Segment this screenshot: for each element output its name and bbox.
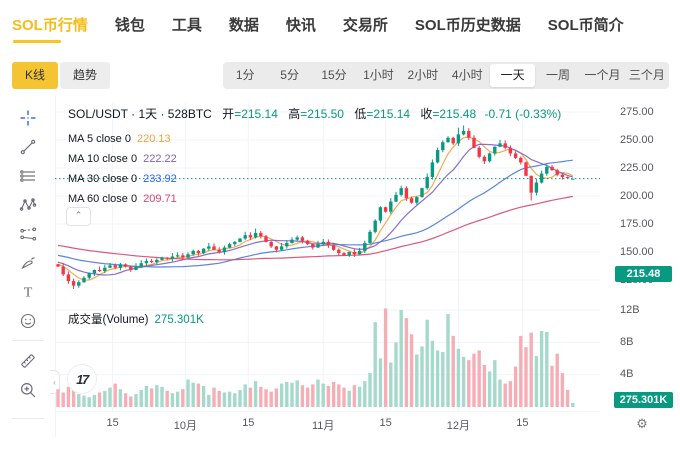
timeframe-5min[interactable]: 5分	[280, 68, 299, 82]
toolbar-collapse-handle[interactable]: ‹	[50, 370, 60, 394]
timeframe-1day[interactable]: 一天	[490, 64, 535, 87]
price-axis-label: 175.00	[620, 217, 654, 230]
price-axis-label: 225.00	[620, 161, 654, 174]
timeframe-1min[interactable]: 1分	[235, 68, 255, 82]
time-axis-label: 10月	[173, 420, 198, 432]
emoji-icon[interactable]	[0, 306, 55, 335]
timeframe-4hour[interactable]: 4小时	[451, 68, 483, 82]
brush-icon[interactable]	[0, 248, 55, 277]
time-axis-label: 15	[516, 417, 529, 429]
drawing-toolbar: T	[0, 95, 56, 437]
nav-item-tools[interactable]: 工具	[171, 17, 202, 34]
current-price-badge: 215.48	[615, 266, 672, 282]
crosshair-icon[interactable]	[0, 103, 55, 132]
time-axis-label: 15	[379, 417, 392, 429]
horizontal-lines-icon[interactable]	[0, 161, 55, 190]
price-axis-label: 250.00	[620, 133, 654, 146]
toolbar-divider	[11, 340, 44, 341]
price-axis-label: 8B	[620, 335, 634, 348]
price-axis-label: 4B	[620, 368, 634, 381]
tradingview-logo[interactable]: 17	[68, 365, 96, 393]
time-axis[interactable]: 15 10月 15 11月 15 12月 15	[55, 411, 600, 438]
price-axis[interactable]: 275.00250.00225.00200.00175.00150.00125.…	[600, 95, 680, 437]
nav-item-data[interactable]: 数据	[228, 17, 259, 34]
zoom-in-icon[interactable]	[0, 375, 55, 404]
nav-item-history-data[interactable]: SOL币历史数据	[414, 17, 521, 34]
time-axis-label: 12月	[446, 420, 471, 432]
timeframe-2hour[interactable]: 2小时	[407, 68, 439, 82]
nav-item-intro[interactable]: SOL币简介	[547, 17, 624, 34]
current-volume-badge: 275.301K	[614, 392, 673, 408]
price-axis-label: 150.00	[620, 245, 654, 258]
timeframe-15min[interactable]: 15分	[321, 68, 347, 82]
chevron-up-icon: ⌃	[74, 210, 83, 220]
time-axis-label: 15	[106, 417, 119, 429]
axis-settings-gear-icon[interactable]: ⚙	[636, 416, 648, 431]
nav-item-exchanges[interactable]: 交易所	[342, 17, 388, 34]
chart-widget: T	[0, 95, 680, 437]
nav-item-sol-market[interactable]: SOL币行情	[12, 14, 88, 43]
nav-item-news[interactable]: 快讯	[285, 17, 316, 34]
xabcd-pattern-icon[interactable]	[0, 190, 55, 219]
text-tool-icon[interactable]: T	[0, 277, 55, 306]
trend-button[interactable]: 趋势	[60, 62, 111, 89]
top-nav: SOL币行情 钱包 工具 数据 快讯 交易所 SOL币历史数据 SOL币简介	[12, 14, 624, 43]
projection-icon[interactable]	[0, 219, 55, 248]
time-axis-label: 15	[242, 417, 255, 429]
price-axis-label: 200.00	[620, 189, 654, 202]
legend-collapse-button[interactable]: ⌃	[66, 207, 91, 226]
price-axis-label: 12B	[620, 303, 640, 316]
price-chart-plot[interactable]	[55, 95, 600, 437]
timeframe-3month[interactable]: 三个月	[628, 68, 665, 82]
toolbar-divider	[11, 418, 44, 419]
trend-line-icon[interactable]	[0, 132, 55, 161]
kline-button[interactable]: K线	[12, 62, 59, 89]
price-axis-label: 275.00	[620, 105, 654, 118]
timeframe-1hour[interactable]: 1小时	[363, 68, 394, 82]
ruler-icon[interactable]	[0, 346, 55, 375]
nav-item-wallet[interactable]: 钱包	[114, 17, 145, 34]
timeframe-1week[interactable]: 一周	[546, 68, 571, 82]
timeframe-1month[interactable]: 一个月	[584, 68, 621, 82]
svg-text:T: T	[23, 285, 32, 300]
time-axis-label: 11月	[311, 420, 335, 432]
timeframe-group: 1分 5分 15分 1小时 2小时 4小时 一天 一周 一个月 三个月	[223, 62, 669, 89]
